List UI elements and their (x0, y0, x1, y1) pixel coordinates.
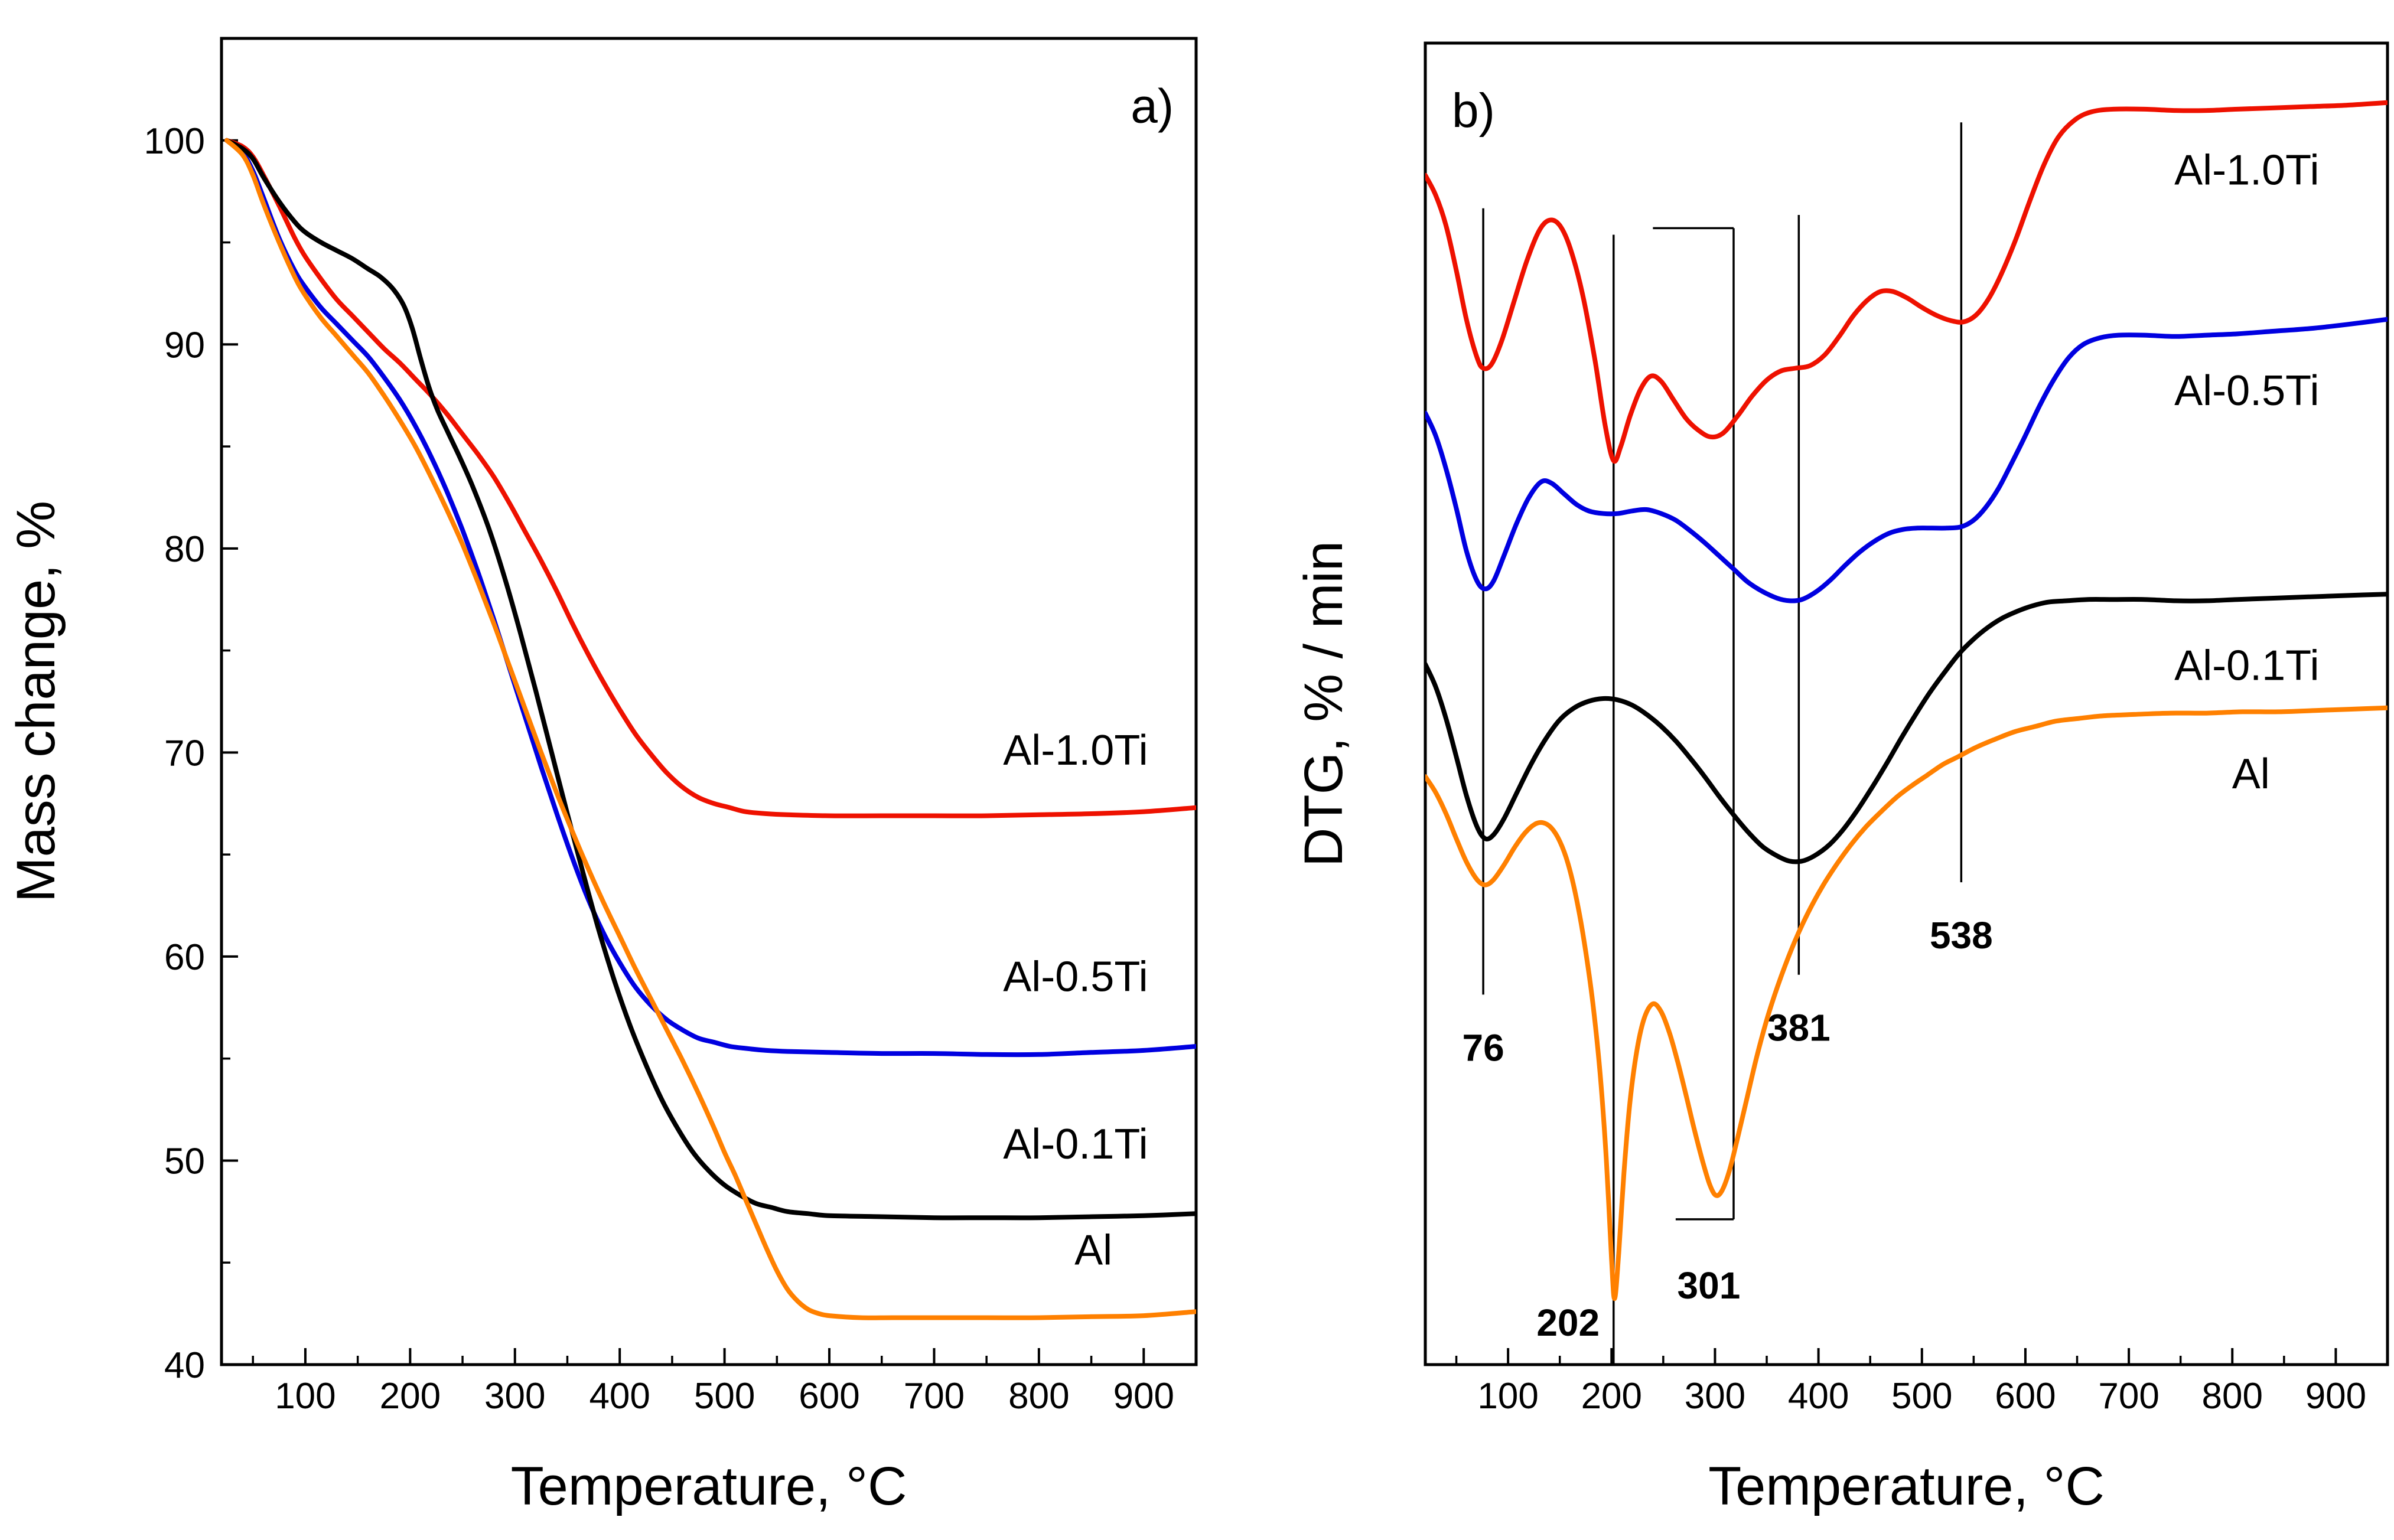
curve-al-dtg (1425, 705, 2388, 1301)
curve-label-al-0-5ti-tga: Al-0.5Ti (1003, 954, 1148, 1001)
curve-label-al-0-5ti-dtg: Al-0.5Ti (2174, 367, 2319, 415)
x-tick-label-tga: 900 (1113, 1376, 1174, 1417)
y-tick-label-tga: 40 (164, 1345, 205, 1386)
x-tick-label-tga: 200 (380, 1376, 441, 1417)
x-tick-label-dtg: 300 (1685, 1376, 1745, 1417)
curve-al-0-1ti-tga (224, 138, 1196, 1221)
x-tick-label-tga: 100 (275, 1376, 336, 1417)
y-tick-label-tga: 50 (164, 1141, 205, 1182)
y-tick-label-tga: 70 (164, 733, 205, 774)
x-tick-label-dtg: 900 (2305, 1376, 2366, 1417)
y-axis-title-dtg: DTG, % / min (1294, 541, 1354, 867)
x-tick-label-dtg: 400 (1788, 1376, 1849, 1417)
x-tick-label-tga: 400 (589, 1376, 650, 1417)
panel-letter-tga: a) (1131, 79, 1174, 133)
curve-al-0-5ti-tga (224, 138, 1196, 1058)
curve-al-1-0ti-dtg (1425, 100, 2388, 464)
panel-letter-dtg: b) (1452, 84, 1495, 138)
curves-dtg (1425, 100, 2388, 1301)
annotation-label-202: 202 (1536, 1301, 1600, 1344)
curve-label-al-1-0ti-tga: Al-1.0Ti (1003, 727, 1148, 774)
x-axis-title-tga: Temperature, °C (511, 1456, 907, 1516)
curve-label-al-dtg: Al (2232, 751, 2270, 798)
x-tick-label-dtg: 100 (1477, 1376, 1538, 1417)
x-tick-label-dtg: 800 (2202, 1376, 2263, 1417)
curve-label-al-tga: Al (1074, 1227, 1112, 1274)
x-tick-label-tga: 600 (799, 1376, 859, 1417)
annotation-label-301: 301 (1678, 1264, 1741, 1307)
curve-label-al-0-1ti-tga: Al-0.1Ti (1003, 1121, 1148, 1168)
x-tick-label-dtg: 700 (2098, 1376, 2159, 1417)
curve-al-0-5ti-dtg (1425, 317, 2388, 603)
x-tick-label-tga: 700 (904, 1376, 965, 1417)
annotation-label-381: 381 (1767, 1007, 1830, 1049)
curve-label-al-1-0ti-dtg: Al-1.0Ti (2174, 146, 2319, 194)
x-axis-title-dtg: Temperature, °C (1708, 1456, 2105, 1516)
x-tick-label-tga: 300 (484, 1376, 545, 1417)
plot-frame-dtg (1424, 41, 2389, 1366)
panel-tga: 100 200 300 400 500 600 700 800 900 40 50 60 70 80 90 1… (6, 37, 1198, 1516)
x-tick-label-dtg: 500 (1891, 1376, 1952, 1417)
y-tick-label-tga: 100 (144, 121, 205, 162)
curve-al-tga (224, 138, 1196, 1320)
x-tick-label-tga: 500 (694, 1376, 755, 1417)
curves-tga (224, 138, 1196, 1320)
y-tick-label-tga: 80 (164, 529, 205, 570)
annotation-label-538: 538 (1930, 914, 1993, 957)
curve-al-0-1ti-dtg (1425, 592, 2388, 864)
y-tick-label-tga: 60 (164, 937, 205, 978)
annotation-label-76: 76 (1462, 1026, 1504, 1069)
panel-dtg: 100 200 300 400 500 600 700 800 900 76 202 301 381 53… (1294, 41, 2389, 1516)
plot-frame-tga (220, 37, 1198, 1366)
curve-label-al-0-1ti-dtg: Al-0.1Ti (2174, 642, 2319, 690)
x-tick-label-dtg: 200 (1581, 1376, 1642, 1417)
x-tick-label-tga: 800 (1008, 1376, 1069, 1417)
x-tick-label-dtg: 600 (1995, 1376, 2056, 1417)
y-tick-label-tga: 90 (164, 325, 205, 366)
curve-al-1-0ti-tga (224, 138, 1196, 818)
y-axis-title-tga: Mass change, % (6, 501, 66, 902)
